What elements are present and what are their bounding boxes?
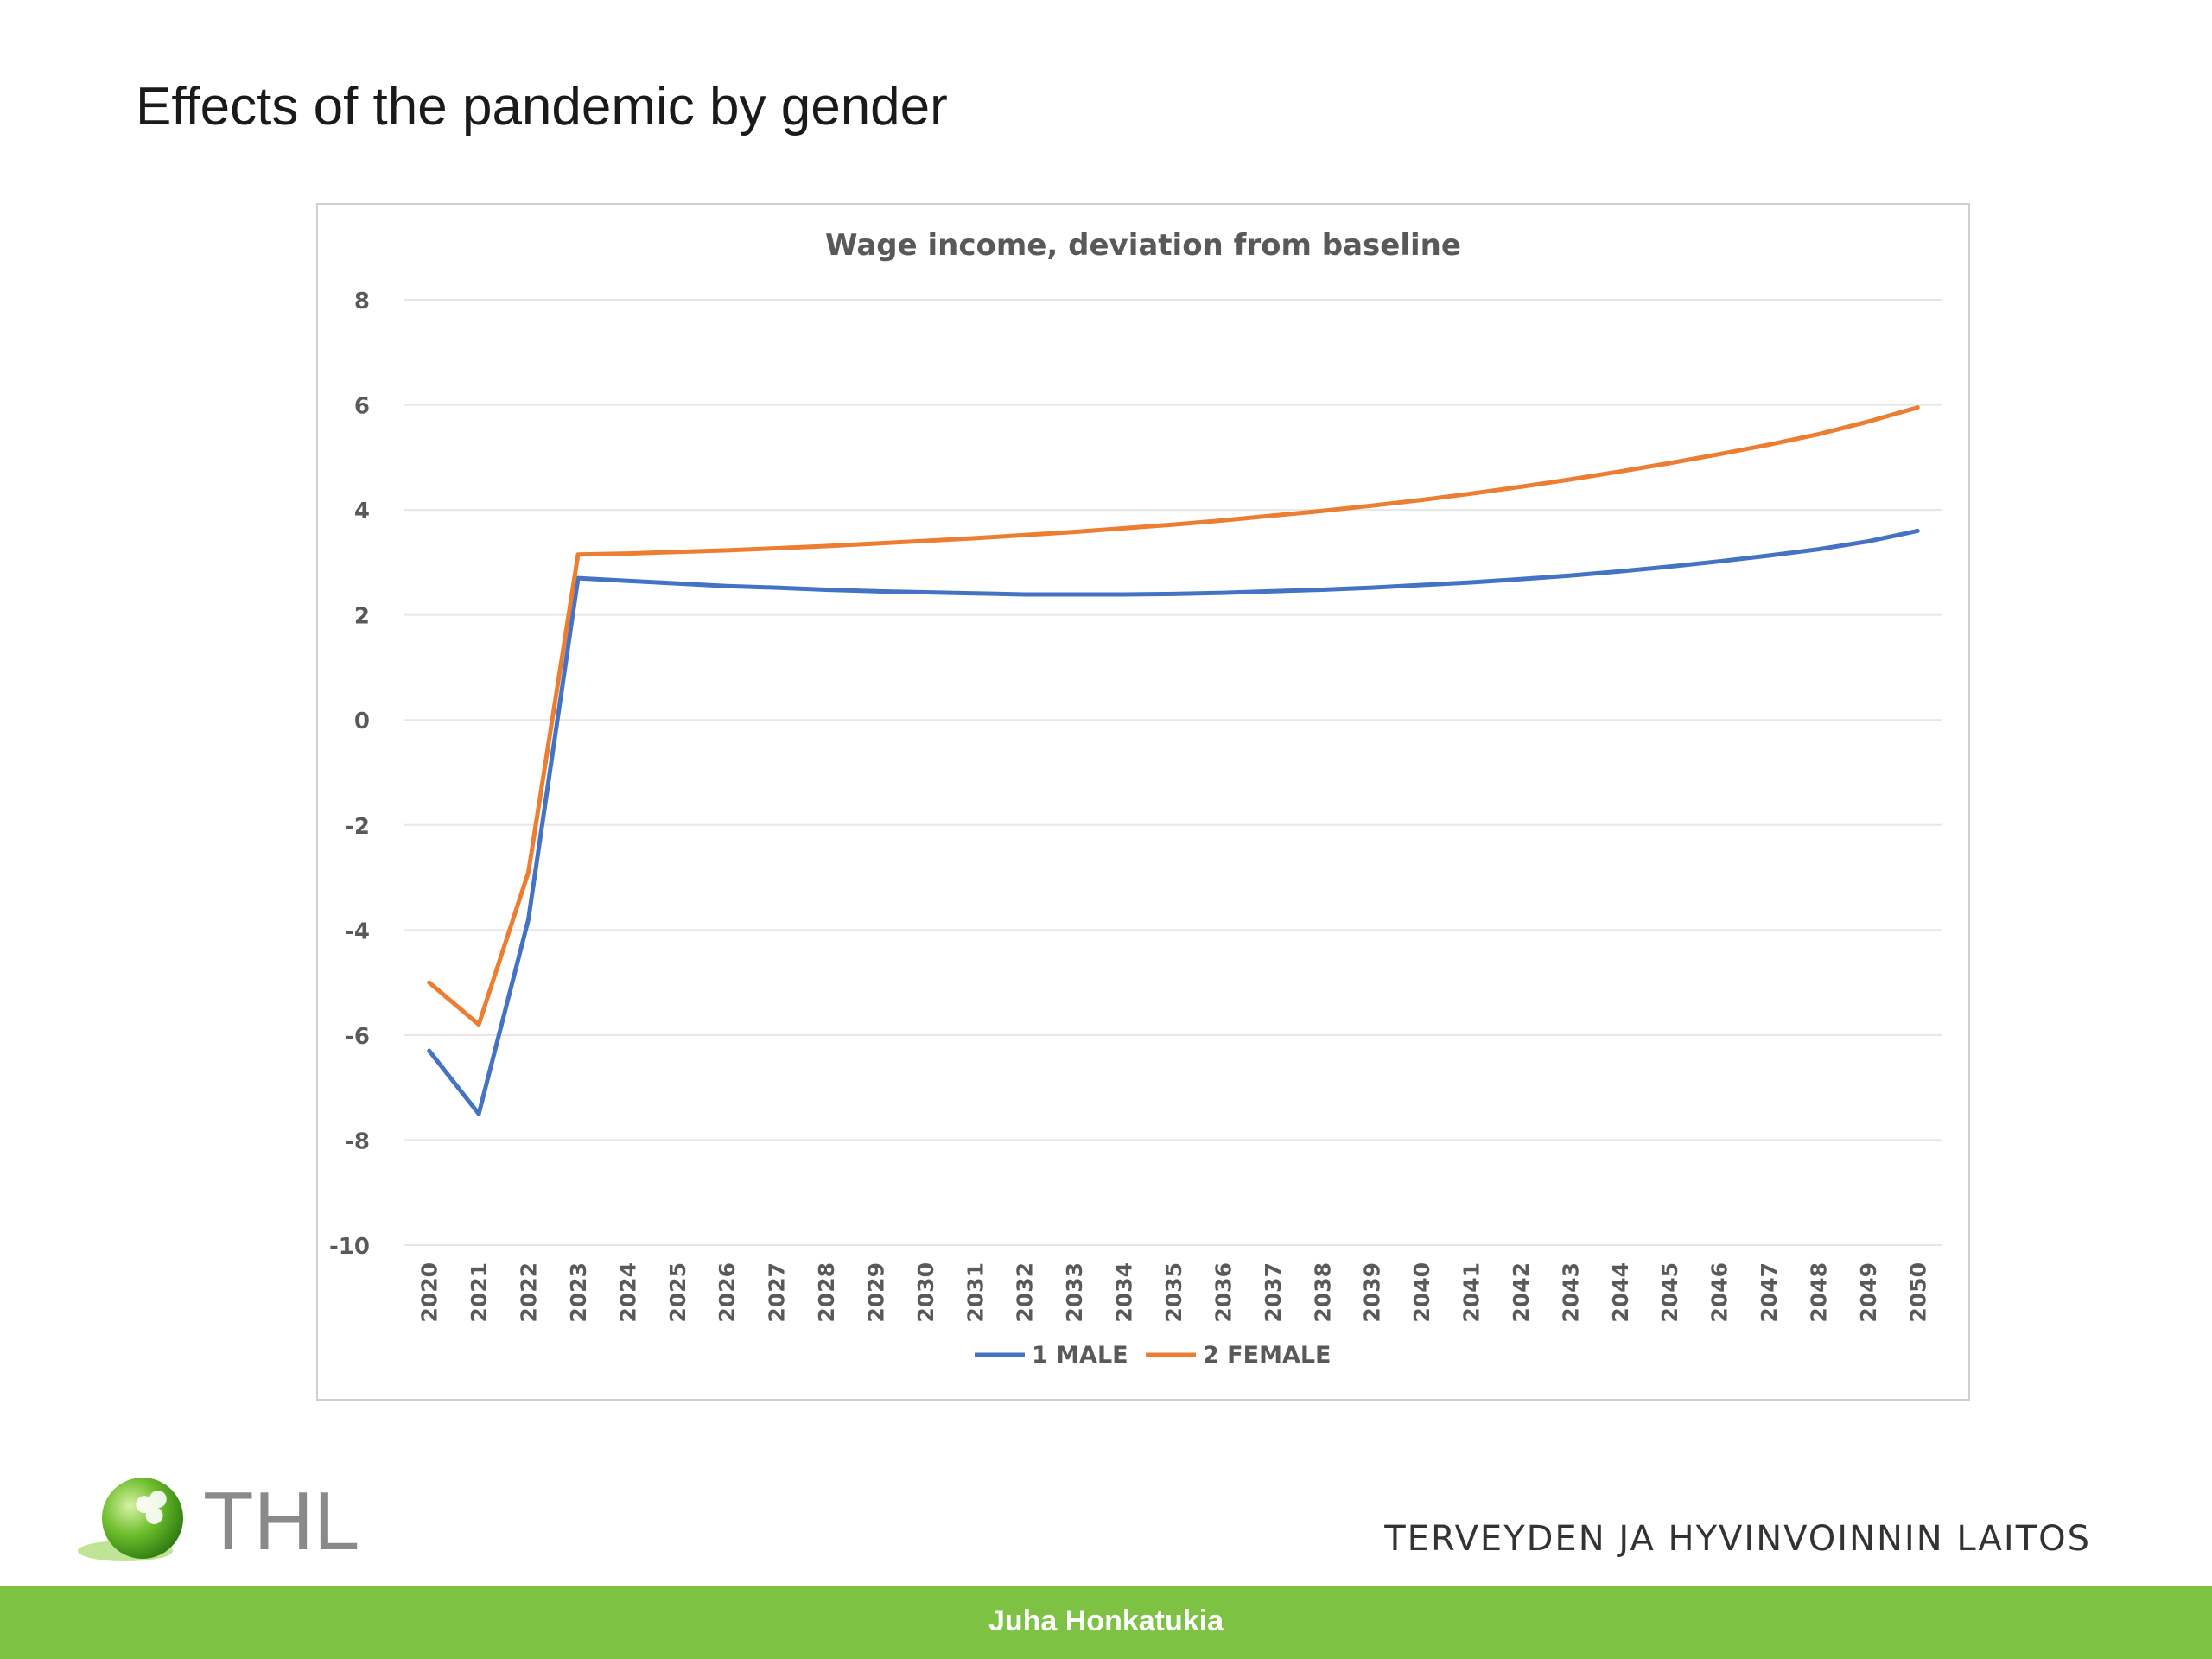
y-tick-label: -6 <box>345 1024 370 1050</box>
series-line-male <box>427 528 1920 1116</box>
x-tick-label: 2036 <box>1211 1262 1236 1323</box>
x-tick-label: 2041 <box>1459 1262 1484 1323</box>
x-tick-label: 2046 <box>1707 1262 1732 1323</box>
x-tick-label: 2043 <box>1558 1262 1583 1323</box>
thl-logo: THL <box>78 1475 359 1567</box>
x-tick-label: 2039 <box>1360 1262 1385 1323</box>
line-chart: Wage income, deviation from baseline 8 6 4 2… <box>329 228 1942 1369</box>
x-tick-label: 2022 <box>517 1262 542 1323</box>
x-tick-label: 2038 <box>1310 1262 1335 1323</box>
legend-label-male: 1 MALE <box>1032 1342 1128 1369</box>
x-tick-label: 2024 <box>615 1262 640 1323</box>
legend-label-female: 2 FEMALE <box>1203 1342 1332 1369</box>
logo-text: THL <box>203 1475 359 1567</box>
footer-bar: Juha Honkatukia <box>0 1586 2212 1659</box>
x-tick-label: 2030 <box>913 1262 938 1323</box>
footer-author: Juha Honkatukia <box>988 1605 1224 1637</box>
chart-title: Wage income, deviation from baseline <box>825 228 1461 263</box>
x-tick-label: 2032 <box>1013 1262 1038 1323</box>
x-tick-label: 2021 <box>467 1262 492 1323</box>
slide-title: Effects of the pandemic by gender <box>136 77 948 137</box>
organization-name: TERVEYDEN JA HYVINVOINNIN LAITOS <box>1384 1519 2091 1559</box>
x-tick-label: 2027 <box>765 1262 790 1323</box>
logo-leaf-icon <box>136 1491 167 1524</box>
x-tick-label: 2035 <box>1161 1262 1186 1323</box>
y-tick-label: 0 <box>354 709 370 734</box>
y-tick-label: -4 <box>345 918 370 944</box>
x-tick-label: 2025 <box>665 1262 690 1323</box>
x-tick-label: 2044 <box>1608 1262 1633 1323</box>
x-tick-label: 2037 <box>1261 1262 1286 1323</box>
x-tick-label: 2047 <box>1757 1262 1782 1323</box>
y-tick-label: -2 <box>345 814 370 840</box>
x-tick-label: 2045 <box>1657 1262 1682 1323</box>
x-tick-label: 2040 <box>1409 1262 1434 1323</box>
x-tick-label: 2049 <box>1856 1262 1881 1323</box>
x-tick-label: 2050 <box>1905 1262 1930 1323</box>
y-tick-label: -10 <box>329 1234 370 1260</box>
logo-globe-icon <box>102 1478 183 1559</box>
y-tick-label: 4 <box>354 499 370 524</box>
series-line-female <box>427 405 1920 1027</box>
y-tick-label: 6 <box>354 394 370 420</box>
x-tick-label: 2034 <box>1112 1262 1137 1323</box>
y-tick-label: 2 <box>354 604 370 630</box>
x-tick-label: 2048 <box>1806 1262 1831 1323</box>
x-tick-label: 2042 <box>1509 1262 1534 1323</box>
x-tick-label: 2029 <box>863 1262 888 1323</box>
y-tick-label: -8 <box>345 1128 370 1154</box>
y-tick-label: 8 <box>354 289 370 315</box>
x-tick-label: 2026 <box>715 1262 740 1323</box>
x-tick-label: 2023 <box>566 1262 591 1323</box>
x-tick-label: 2033 <box>1062 1262 1087 1323</box>
x-tick-label: 2028 <box>814 1262 839 1323</box>
x-tick-label: 2020 <box>417 1262 442 1323</box>
chart-frame: Wage income, deviation from baseline 8 6 4 2… <box>316 203 1970 1401</box>
x-tick-label: 2031 <box>963 1262 988 1323</box>
